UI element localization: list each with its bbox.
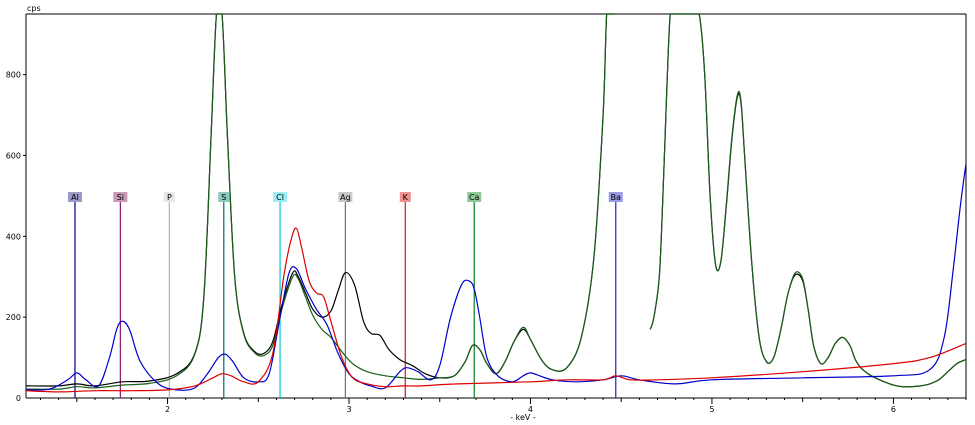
spectrum-line-4 [649, 13, 967, 388]
spectrum-line-6 [25, 227, 967, 393]
y-tick-label: 800 [6, 71, 21, 80]
spectrum-series [25, 13, 967, 393]
x-tick-label: 6 [891, 405, 896, 414]
element-tag-p [163, 192, 175, 202]
element-label-al: Al [71, 193, 79, 202]
element-marker-lines [74, 200, 617, 398]
element-label-p: P [167, 193, 172, 202]
x-tick-label: 5 [709, 405, 714, 414]
element-label-ba: Ba [611, 193, 621, 202]
element-tag-cl [273, 192, 288, 202]
x-axis-title: - keV - [510, 413, 536, 422]
axes: 200 400 600 800 0 2 3 4 5 6 [6, 13, 967, 414]
y-tick-label: 600 [6, 151, 21, 160]
element-tag-ba [608, 192, 623, 202]
element-tag-ag [338, 192, 353, 202]
spectrum-line-5 [25, 163, 967, 391]
element-marker-labels: Al Si P S Cl Ag K Ca Ba [67, 192, 623, 202]
y-tick-label: 200 [6, 313, 21, 322]
element-label-s: S [221, 193, 226, 202]
element-label-ca: Ca [469, 193, 480, 202]
element-tag-s [218, 192, 230, 202]
x-tick-label: 4 [528, 405, 533, 414]
y-tick-label: 0 [16, 394, 21, 403]
element-label-cl: Cl [276, 193, 284, 202]
y-tick-label: 400 [6, 232, 21, 241]
element-label-si: Si [117, 193, 124, 202]
element-label-ag: Ag [340, 193, 351, 202]
element-tag-al [67, 192, 82, 202]
element-tag-k [399, 192, 411, 202]
y-axis-unit: cps [27, 4, 41, 13]
x-tick-label: 3 [346, 405, 351, 414]
element-label-k: K [403, 193, 409, 202]
x-tick-label: 2 [165, 405, 170, 414]
element-tag-si [113, 192, 128, 202]
element-tag-ca [467, 192, 482, 202]
